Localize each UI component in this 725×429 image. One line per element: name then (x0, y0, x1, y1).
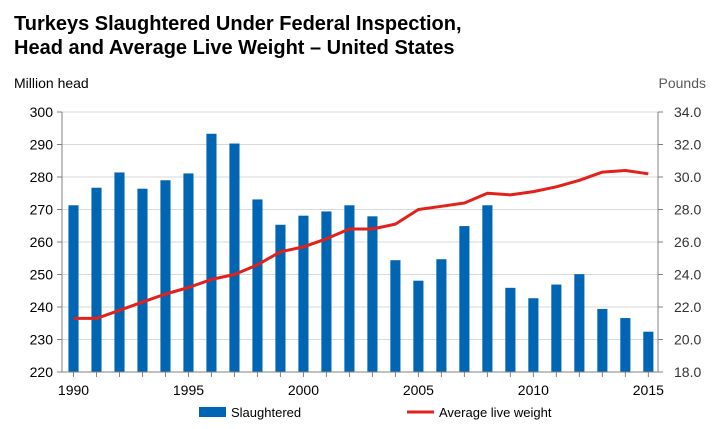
bar-slaughtered-2004 (390, 260, 401, 372)
y-left-tick-label: 270 (30, 202, 54, 218)
bar-slaughtered-2011 (551, 284, 562, 372)
y-right-tick-label: 32.0 (674, 137, 701, 153)
bar-slaughtered-2001 (321, 211, 332, 372)
y-left-tick-label: 220 (30, 364, 54, 380)
y-right-tick-label: 18.0 (674, 364, 701, 380)
chart-title-line-2: Head and Average Live Weight – United St… (14, 37, 455, 59)
bar-slaughtered-2008 (482, 205, 493, 372)
bar-slaughtered-2012 (574, 274, 585, 372)
x-tick-label-2005: 2005 (403, 382, 434, 398)
bar-slaughtered-2010 (528, 298, 539, 372)
y-left-tick-label: 300 (30, 104, 54, 120)
x-tick-label-2010: 2010 (518, 382, 549, 398)
y-left-tick-label: 240 (30, 299, 54, 315)
legend-label-average-live-weight: Average live weight (439, 405, 552, 420)
bar-slaughtered-1997 (229, 143, 240, 372)
y-right-tick-label: 22.0 (674, 299, 701, 315)
legend-swatch-slaughtered (199, 407, 226, 417)
bar-slaughtered-1991 (91, 187, 102, 372)
chart-title-line-1: Turkeys Slaughtered Under Federal Inspec… (14, 13, 462, 35)
x-tick-label-2000: 2000 (288, 382, 319, 398)
bar-slaughtered-2005 (413, 280, 424, 372)
y-axis-right-label: Pounds (659, 75, 706, 91)
bar-slaughtered-1995 (183, 173, 194, 372)
y-right-tick-label: 30.0 (674, 169, 701, 185)
bar-slaughtered-2015 (643, 331, 654, 372)
chart-title: Turkeys Slaughtered Under Federal Inspec… (14, 12, 462, 60)
bar-slaughtered-2000 (298, 215, 309, 372)
x-tick-label-2015: 2015 (633, 382, 664, 398)
bar-slaughtered-2007 (459, 226, 470, 372)
y-right-tick-label: 28.0 (674, 202, 701, 218)
bar-slaughtered-2014 (620, 318, 631, 372)
legend-label-slaughtered: Slaughtered (231, 405, 301, 420)
bar-slaughtered-2006 (436, 259, 447, 372)
bar-slaughtered-2003 (367, 216, 378, 372)
bar-slaughtered-1996 (206, 133, 217, 372)
legend: Slaughtered Average live weight (199, 405, 552, 420)
bar-slaughtered-1992 (114, 172, 125, 372)
bar-slaughtered-2002 (344, 205, 355, 372)
bar-slaughtered-1994 (160, 180, 171, 372)
line-average-live-weight (73, 169, 649, 320)
y-right-tick-label: 24.0 (674, 267, 701, 283)
bar-slaughtered-1998 (252, 199, 263, 372)
bar-slaughtered-2009 (505, 287, 516, 372)
bar-slaughtered-2013 (597, 308, 608, 372)
bar-slaughtered-1990 (68, 205, 79, 372)
bar-slaughtered-1993 (137, 188, 148, 372)
y-axis-left-label: Million head (14, 75, 89, 91)
y-left-tick-label: 230 (30, 332, 54, 348)
y-right-tick-label: 26.0 (674, 234, 701, 250)
x-tick-label-1995: 1995 (173, 382, 204, 398)
y-right-tick-label: 34.0 (674, 104, 701, 120)
y-right-tick-label: 20.0 (674, 332, 701, 348)
y-left-tick-label: 250 (30, 267, 54, 283)
bar-slaughtered-1999 (275, 224, 286, 372)
y-left-tick-label: 280 (30, 169, 54, 185)
y-left-tick-label: 260 (30, 234, 54, 250)
y-left-tick-label: 290 (30, 137, 54, 153)
x-tick-label-1990: 1990 (58, 382, 89, 398)
